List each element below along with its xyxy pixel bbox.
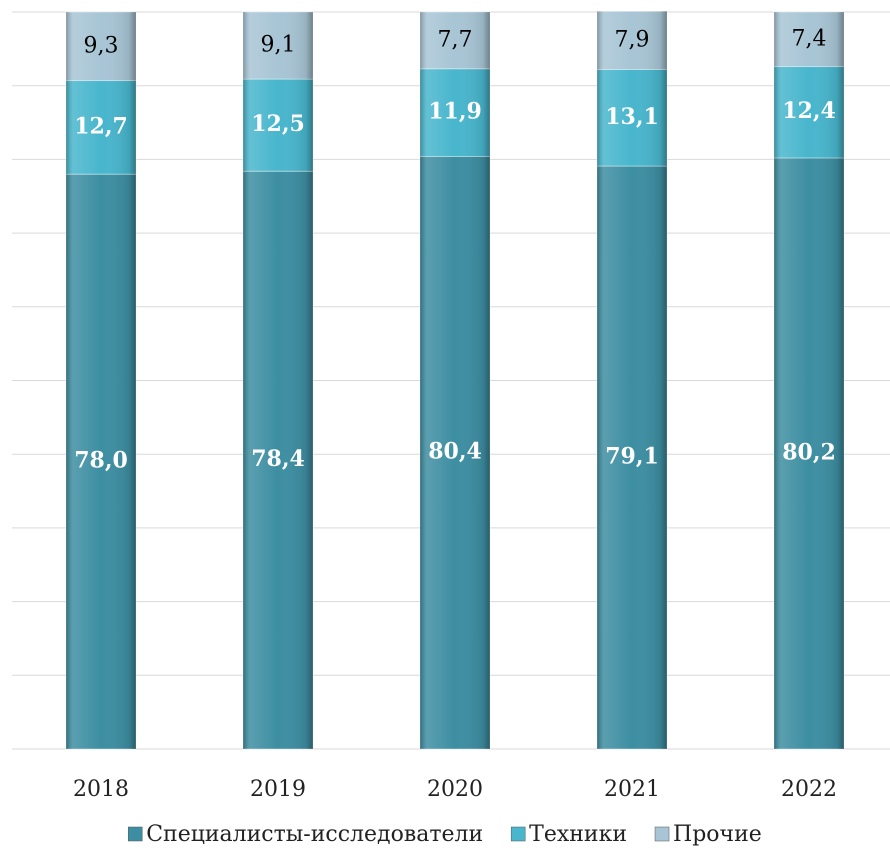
legend-label: Техники (529, 822, 627, 847)
x-tick-label: 2021 (604, 777, 660, 802)
data-label: 12,5 (251, 111, 305, 137)
data-label: 7,7 (438, 27, 473, 52)
data-label: 79,1 (605, 444, 659, 470)
data-label: 7,9 (615, 27, 650, 52)
data-label: 11,9 (428, 99, 482, 125)
legend-marker (510, 826, 526, 842)
legend-marker (654, 826, 670, 842)
data-label: 12,4 (782, 98, 836, 124)
x-tick-label: 2022 (781, 777, 837, 802)
data-label: 7,4 (792, 26, 827, 51)
data-label: 78,4 (251, 446, 305, 472)
data-label: 12,7 (74, 113, 128, 139)
x-tick-label: 2018 (73, 777, 129, 802)
x-tick-label: 2020 (427, 777, 483, 802)
data-label: 80,4 (428, 439, 482, 465)
x-tick-label: 2019 (250, 777, 306, 802)
data-label: 9,1 (261, 33, 296, 58)
legend-label: Прочие (673, 822, 762, 847)
legend-label: Специалисты-исследователи (146, 822, 483, 847)
legend-marker (127, 826, 143, 842)
data-label: 13,1 (605, 104, 659, 130)
data-label: 9,3 (84, 33, 119, 58)
data-label: 78,0 (74, 448, 128, 474)
data-label: 80,2 (782, 439, 836, 465)
